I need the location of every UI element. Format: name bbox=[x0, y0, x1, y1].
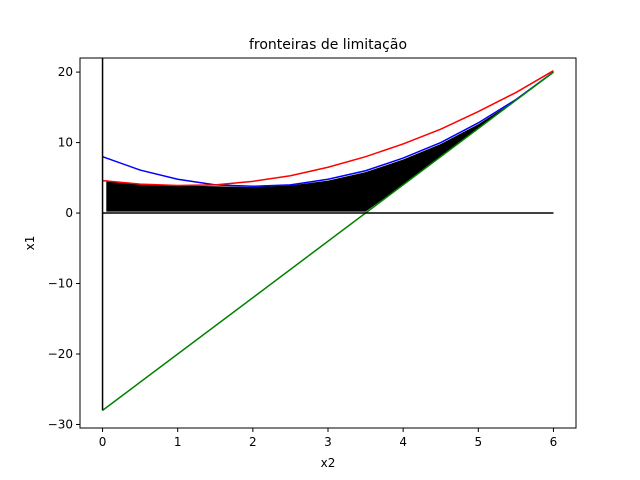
x-tick-label: 4 bbox=[399, 435, 407, 449]
y-tick-label: −10 bbox=[48, 277, 73, 291]
x-tick-label: 5 bbox=[474, 435, 482, 449]
series-line-1 bbox=[102, 70, 554, 187]
series-line-0 bbox=[102, 71, 554, 188]
x-tick-label: 6 bbox=[550, 435, 558, 449]
y-tick-label: 10 bbox=[58, 136, 73, 150]
y-axis-ticks: −30 −20 −10 0 10 20 bbox=[48, 65, 80, 431]
x-tick-label: 2 bbox=[249, 435, 257, 449]
x-tick-label: 0 bbox=[99, 435, 107, 449]
y-axis-label: x1 bbox=[23, 236, 37, 251]
y-tick-label: −30 bbox=[48, 417, 73, 431]
y-tick-label: −20 bbox=[48, 347, 73, 361]
x-tick-label: 3 bbox=[324, 435, 332, 449]
y-tick-label: 0 bbox=[65, 206, 73, 220]
x-tick-label: 1 bbox=[174, 435, 182, 449]
x-axis-label: x2 bbox=[321, 456, 336, 470]
chart-title: fronteiras de limitação bbox=[249, 37, 407, 53]
plot-area bbox=[101, 58, 554, 411]
filled-region bbox=[106, 74, 550, 212]
x-axis-ticks: 0 1 2 3 4 5 6 bbox=[99, 428, 558, 449]
series-line-2 bbox=[102, 71, 554, 411]
axes-frame bbox=[79, 57, 577, 429]
y-tick-label: 20 bbox=[58, 65, 73, 79]
